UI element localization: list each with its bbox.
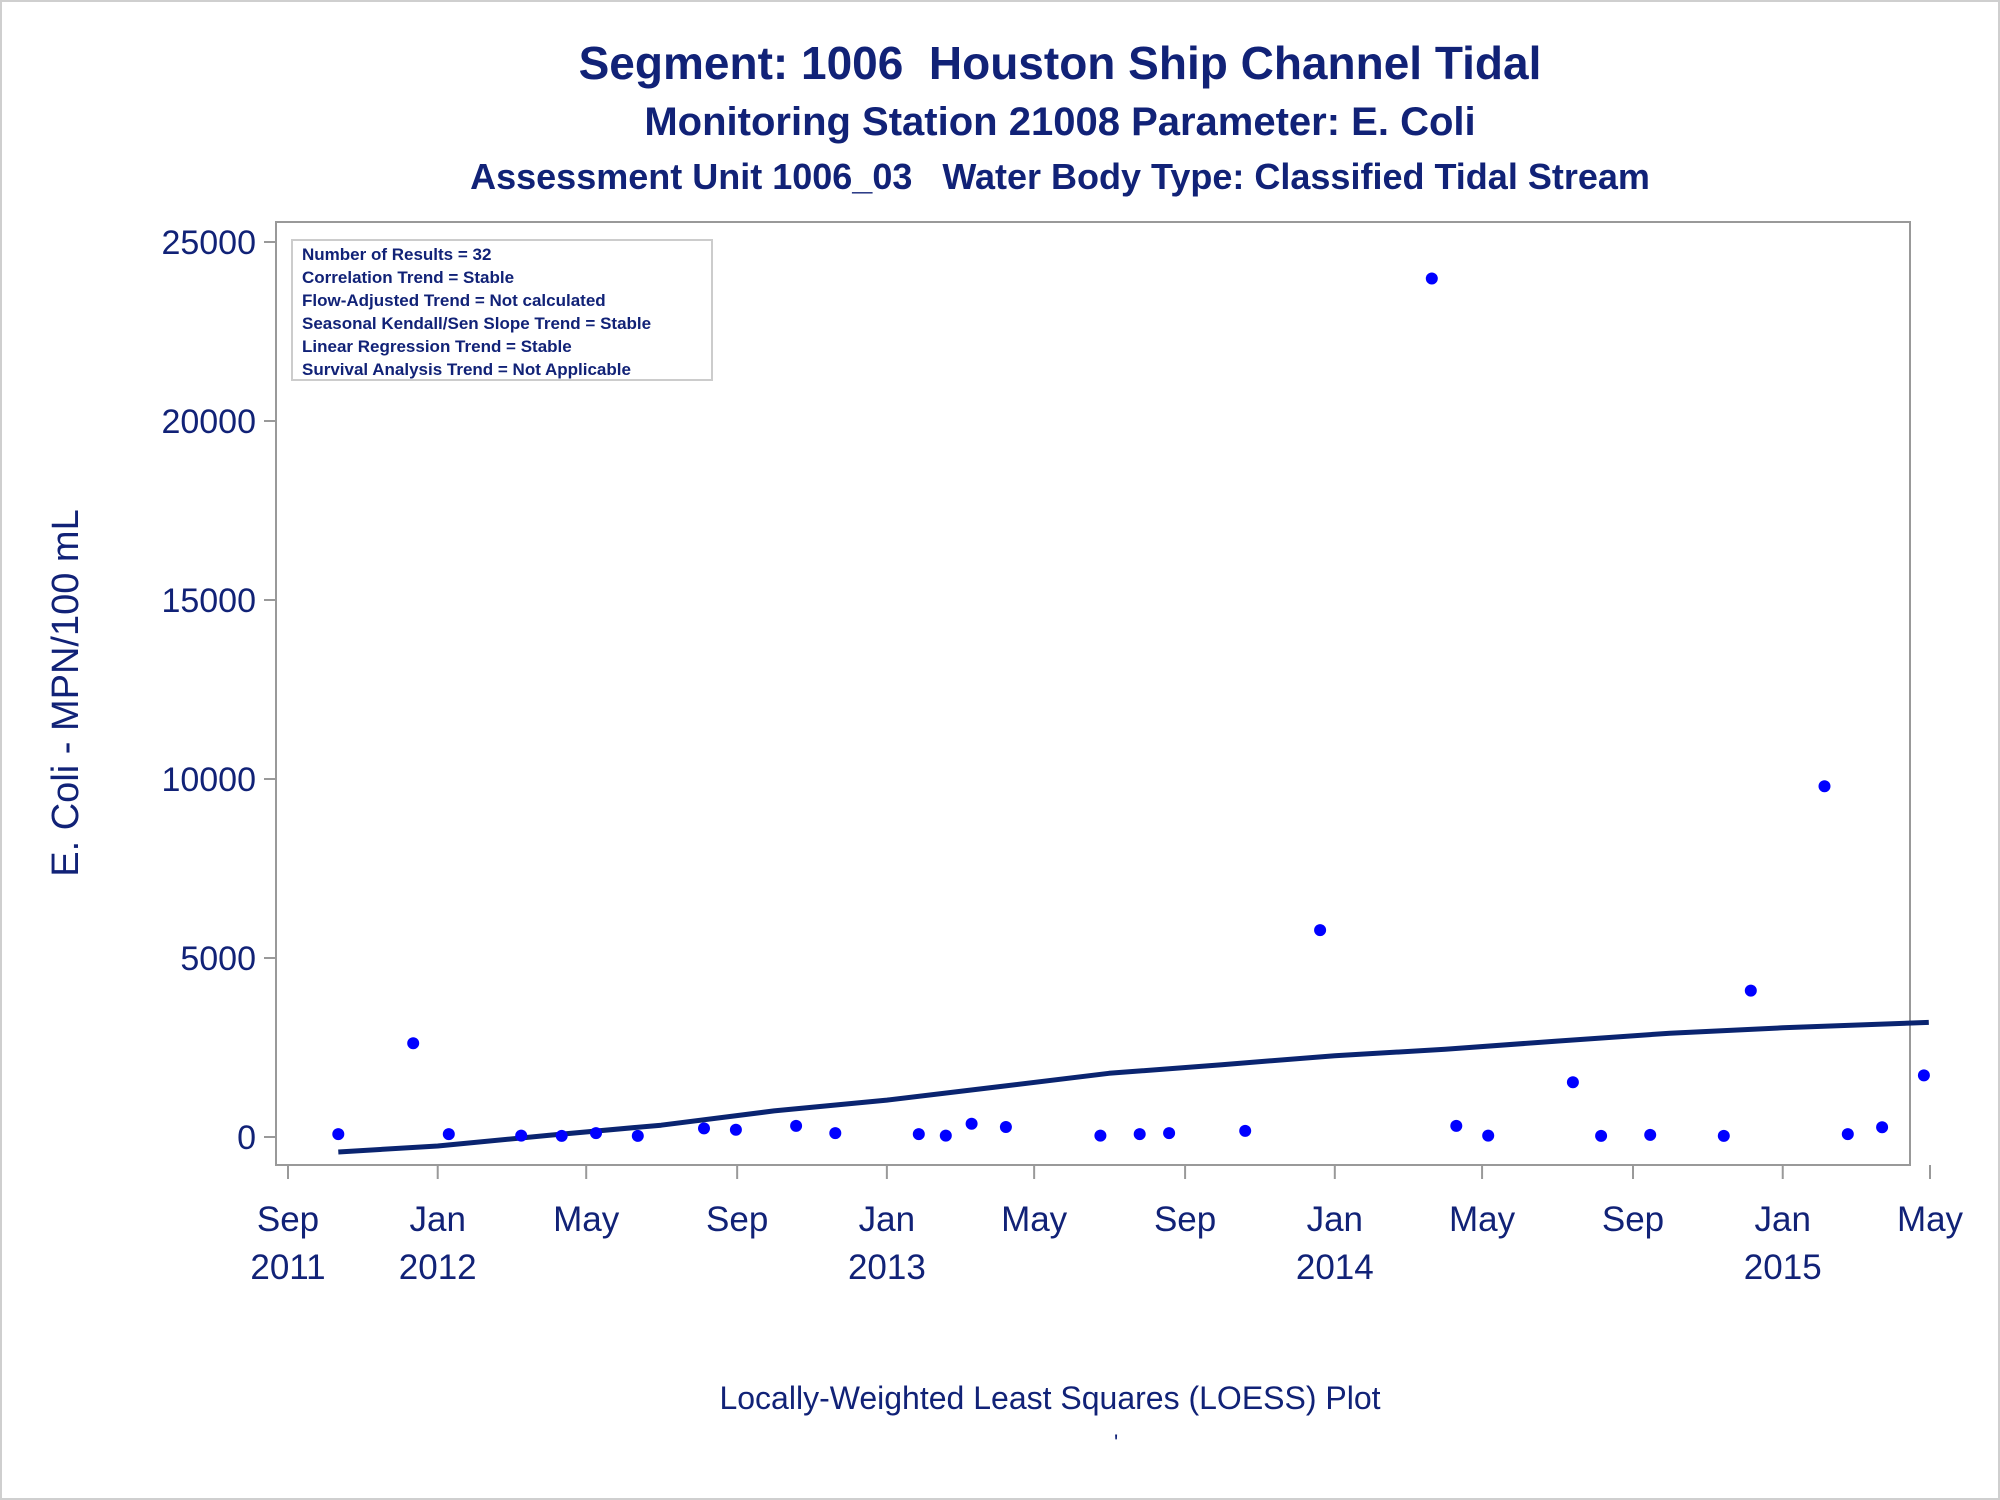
data-point (790, 1119, 803, 1132)
stats-line: Linear Regression Trend = Stable (302, 337, 572, 356)
stats-line: Correlation Trend = Stable (302, 268, 514, 287)
x-tick-label-month: Jan (1307, 1200, 1363, 1239)
data-point (1818, 780, 1831, 793)
data-point (407, 1037, 420, 1050)
stats-line: Seasonal Kendall/Sen Slope Trend = Stabl… (302, 314, 651, 333)
stats-box: Number of Results = 32 Correlation Trend … (291, 239, 713, 381)
data-point (442, 1128, 455, 1141)
y-tick-label: 5000 (180, 940, 256, 978)
data-point (1163, 1127, 1176, 1140)
data-point (515, 1129, 528, 1142)
data-point (1482, 1129, 1495, 1142)
data-point (1644, 1128, 1657, 1141)
data-point (698, 1122, 710, 1135)
stats-line: Flow-Adjusted Trend = Not calculated (302, 291, 606, 310)
data-point (590, 1127, 602, 1140)
data-point (1917, 1069, 1930, 1082)
x-tick-label-month: Jan (410, 1200, 466, 1239)
y-tick-label: 25000 (161, 224, 256, 262)
x-tick-label-month: Jan (859, 1200, 915, 1239)
data-point (1425, 272, 1438, 285)
x-tick-label-year: 2012 (399, 1248, 477, 1287)
data-point (631, 1129, 644, 1142)
data-point (555, 1129, 568, 1142)
x-tick-label-month: Sep (1602, 1200, 1664, 1239)
x-tick-label-year: 2015 (1744, 1248, 1822, 1287)
data-point (912, 1128, 925, 1141)
data-point (729, 1123, 742, 1136)
y-tick-label: 10000 (161, 761, 256, 799)
y-tick-label: 0 (237, 1119, 256, 1157)
plot-area (275, 221, 1911, 1166)
chart-subtitle-assessment: Assessment Unit 1006_03 Water Body Type:… (470, 156, 1650, 197)
x-axis: Sep 2011 Jan 2012 May Sep Jan 2013 May Sep Jan 2014… (250, 1165, 1964, 1287)
chart-marks (332, 272, 1930, 1155)
data-point (939, 1129, 952, 1142)
footnote-mark: ' (1114, 1430, 1119, 1455)
y-axis-label: E. Coli - MPN/100 mL (45, 509, 87, 876)
y-tick-label: 15000 (161, 582, 256, 620)
x-tick-label-year: 2014 (1296, 1248, 1374, 1287)
chart-subtitle-station: Monitoring Station 21008 Parameter: E. C… (644, 100, 1476, 144)
data-point (1717, 1129, 1730, 1142)
x-tick-label-month: Sep (257, 1200, 319, 1239)
data-point (1841, 1128, 1854, 1141)
footnote: Locally-Weighted Least Squares (LOESS) P… (719, 1380, 1381, 1416)
stats-box-border (291, 239, 713, 381)
data-point (1450, 1119, 1463, 1132)
x-tick-label-month: May (1897, 1200, 1964, 1239)
data-point (332, 1128, 345, 1141)
y-tick-label: 20000 (161, 403, 256, 441)
data-point (1876, 1121, 1889, 1134)
data-point (1566, 1076, 1579, 1089)
x-tick-label-year: 2011 (250, 1248, 325, 1287)
data-point (999, 1121, 1012, 1133)
x-tick-label-month: May (1449, 1200, 1516, 1239)
data-point (1595, 1129, 1608, 1142)
data-point (1239, 1124, 1252, 1137)
stats-line: Survival Analysis Trend = Not Applicable (302, 360, 631, 379)
data-point (965, 1117, 978, 1130)
x-tick-label-month: Sep (706, 1200, 768, 1239)
x-tick-label-month: May (1001, 1200, 1068, 1239)
stats-line: Number of Results = 32 (302, 245, 491, 264)
loess-line (338, 1019, 1929, 1155)
x-tick-label-month: Sep (1154, 1200, 1216, 1239)
x-tick-label-year: 2013 (848, 1248, 926, 1287)
data-point (1314, 924, 1327, 937)
x-tick-label-month: Jan (1755, 1200, 1811, 1239)
x-tick-label-month: May (553, 1200, 620, 1239)
data-point (1094, 1129, 1107, 1142)
data-point (829, 1127, 842, 1140)
data-point (1133, 1128, 1146, 1141)
data-point (1744, 984, 1757, 997)
chart-title: Segment: 1006 Houston Ship Channel Tidal (578, 37, 1542, 89)
y-axis: 0 5000 10000 15000 20000 25000 (161, 224, 276, 1157)
